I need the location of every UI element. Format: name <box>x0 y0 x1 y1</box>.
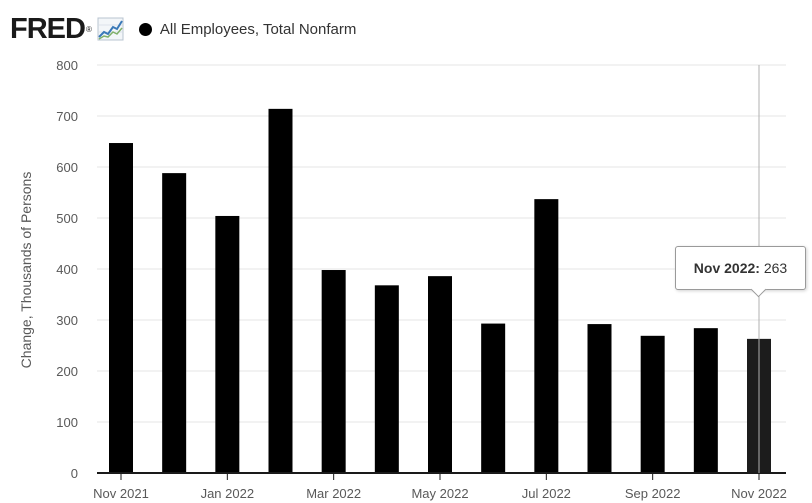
tooltip-date: Nov 2022: <box>693 260 760 276</box>
x-axis-tick-labels: Nov 2021 Jan 2022 Mar 2022 May 2022 Jul 2022… <box>93 473 787 501</box>
data-tooltip: Nov 2022: 263 <box>675 246 806 290</box>
fred-registered-mark: ® <box>85 24 92 34</box>
x-tick-label: Jan 2022 <box>201 486 255 501</box>
bar-jul-2022[interactable] <box>534 199 559 473</box>
y-tick-label: 0 <box>71 466 78 481</box>
bar-sep-2022[interactable] <box>640 335 665 473</box>
y-axis-tick-labels: 0 100 200 300 400 500 600 700 800 <box>56 58 78 481</box>
bar-aug-2022[interactable] <box>587 324 612 473</box>
legend-marker <box>138 22 152 36</box>
bars <box>109 108 771 474</box>
y-tick-label: 700 <box>56 109 78 124</box>
bar-mar-2022[interactable] <box>321 270 346 473</box>
y-tick-label: 400 <box>56 262 78 277</box>
bar-may-2022[interactable] <box>428 276 452 473</box>
tooltip-value: 263 <box>763 260 788 276</box>
fred-logo[interactable]: FRED <box>10 12 86 45</box>
x-tick-label: May 2022 <box>411 486 468 501</box>
y-tick-label: 100 <box>56 415 78 430</box>
bar-dec-2021[interactable] <box>162 173 187 473</box>
y-tick-label: 600 <box>56 160 78 175</box>
x-tick-label: Mar 2022 <box>306 486 361 501</box>
bar-nov-2021[interactable] <box>109 143 133 473</box>
y-tick-label: 200 <box>56 364 78 379</box>
bar-oct-2022[interactable] <box>693 328 718 473</box>
bar-jan-2022[interactable] <box>215 215 240 473</box>
legend-series-label[interactable]: All Employees, Total Nonfarm <box>159 20 357 38</box>
bar-feb-2022[interactable] <box>268 108 293 474</box>
x-tick-label: Jul 2022 <box>522 486 571 501</box>
chart-header: FRED ® All Employees, Total Nonfarm <box>10 12 356 46</box>
x-tick-label: Sep 2022 <box>625 486 681 501</box>
bar-jun-2022[interactable] <box>481 323 506 473</box>
x-tick-label: Nov 2021 <box>93 486 149 501</box>
x-tick-label: Nov 2022 <box>731 486 787 501</box>
y-tick-label: 500 <box>56 211 78 226</box>
y-tick-label: 300 <box>56 313 78 328</box>
y-axis-label: Change, Thousands of Persons <box>18 172 34 369</box>
bar-apr-2022[interactable] <box>374 285 399 473</box>
y-tick-label: 800 <box>56 58 78 73</box>
fred-chart-icon <box>97 16 125 42</box>
